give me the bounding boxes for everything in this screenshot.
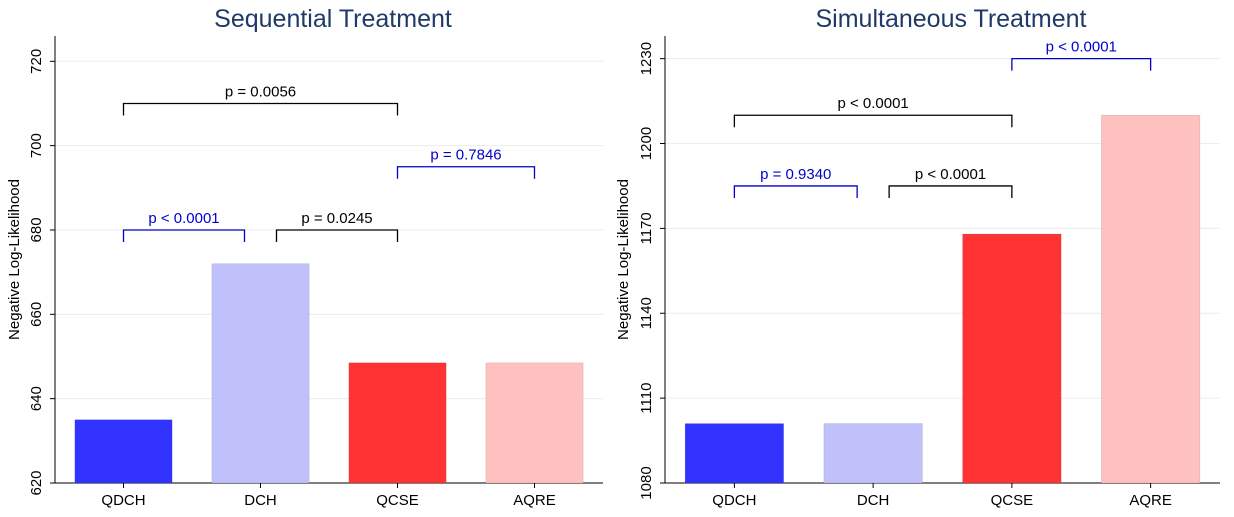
p-value-label: p = 0.9340 — [760, 166, 831, 183]
y-tick-label: 640 — [28, 386, 45, 411]
p-value-label: p < 0.0001 — [837, 95, 908, 112]
x-tick-label: QCSE — [991, 492, 1034, 509]
comparison-bracket — [122, 229, 246, 242]
bar-qdch — [74, 419, 173, 484]
x-tick-label: AQRE — [1129, 492, 1172, 509]
bar-qcse — [348, 362, 447, 484]
chart-title: Sequential Treatment — [214, 5, 452, 33]
y-tick-label: 700 — [28, 133, 45, 158]
chart-panel-sequential: Sequential Treatment 620 640 660 680 700 720 Ne… — [6, 5, 603, 509]
comparison-bracket — [122, 102, 399, 116]
x-tick-label: AQRE — [513, 492, 556, 509]
chart-title: Simultaneous Treatment — [816, 5, 1087, 33]
bar-aqre — [485, 362, 584, 484]
bar-qcse — [962, 233, 1062, 484]
y-tick-label: 660 — [28, 302, 45, 327]
y-tick-label: 1080 — [638, 466, 655, 499]
bar-dch — [823, 423, 923, 484]
y-tick-label: 1170 — [638, 212, 655, 244]
comparison-bracket — [1011, 57, 1152, 71]
bar-dch — [211, 263, 310, 484]
x-tick-label: DCH — [857, 492, 890, 509]
chart-panel-simultaneous: Simultaneous Treatment 1080 1110 1140 1170 12… — [615, 5, 1220, 509]
p-value-label: p = 0.0056 — [225, 83, 296, 100]
comparison-bracket — [733, 185, 858, 198]
comparison-bracket — [888, 185, 1013, 198]
x-tick-label: DCH — [244, 492, 277, 509]
bar-qdch — [684, 423, 784, 484]
p-value-label: p = 0.7846 — [430, 147, 501, 164]
y-tick-label: 680 — [28, 217, 45, 242]
p-value-label: p < 0.0001 — [1046, 39, 1117, 56]
y-tick-label: 620 — [28, 470, 45, 495]
x-tick-label: QDCH — [712, 492, 756, 509]
y-tick-label: 1200 — [638, 127, 655, 160]
y-axis-label: Negative Log-Likelihood — [615, 179, 632, 340]
comparison-bracket — [733, 114, 1013, 128]
y-tick-label: 1230 — [638, 42, 655, 75]
p-value-label: p < 0.0001 — [915, 166, 986, 183]
x-tick-label: QDCH — [101, 492, 145, 509]
comparison-bracket — [396, 166, 536, 179]
y-axis-label: Negative Log-Likelihood — [6, 179, 23, 340]
y-tick-label: 1110 — [638, 383, 655, 414]
x-tick-label: QCSE — [376, 492, 419, 509]
p-value-label: p < 0.0001 — [148, 210, 219, 227]
comparison-bracket — [275, 229, 399, 242]
y-tick-label: 1140 — [638, 297, 655, 329]
p-value-label: p = 0.0245 — [301, 210, 372, 227]
bar-aqre — [1101, 114, 1201, 484]
y-tick-label: 720 — [28, 49, 45, 74]
